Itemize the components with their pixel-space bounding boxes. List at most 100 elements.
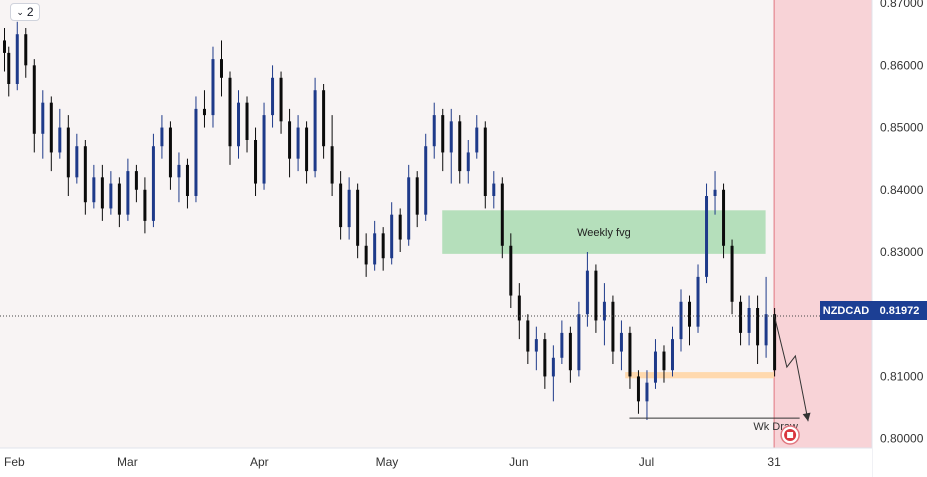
time-tick-label: Mar	[117, 455, 138, 469]
candle-body	[756, 308, 760, 346]
canada-event-icon[interactable]	[780, 425, 800, 445]
candle-body	[279, 77, 283, 122]
time-tick-label: Jul	[639, 455, 654, 469]
candle-body	[466, 152, 470, 172]
time-tick-label: Jun	[509, 455, 528, 469]
candle-body	[449, 121, 453, 153]
candle-body	[194, 108, 198, 196]
time-tick-label: Apr	[250, 455, 269, 469]
candle-body	[288, 121, 292, 159]
candle-body	[628, 332, 632, 377]
price-tick-label: 0.84000	[880, 183, 924, 197]
candle-body	[534, 339, 538, 352]
candle-body	[356, 189, 360, 246]
candle-body	[458, 121, 462, 172]
candle-body	[347, 189, 351, 228]
candle-body	[24, 34, 28, 66]
candle-body	[611, 301, 615, 352]
candle-body	[364, 245, 368, 265]
time-axis-panel[interactable]	[0, 448, 872, 477]
candle-body	[670, 339, 674, 371]
candle-body	[75, 146, 79, 178]
projection-range-background	[774, 0, 872, 448]
candle-body	[109, 183, 113, 209]
candle-body	[219, 59, 223, 78]
candle-body	[653, 351, 657, 383]
candle-body	[577, 314, 581, 371]
time-axis-ticks: Feb Mar Apr May Jun Jul 31	[4, 455, 781, 469]
candle-body	[296, 127, 300, 159]
candle-body	[517, 295, 521, 321]
candle-body	[202, 108, 206, 116]
candle-body	[679, 301, 683, 340]
candle-body	[228, 77, 232, 147]
candle-body	[492, 183, 496, 196]
price-axis-panel[interactable]	[872, 0, 927, 477]
candle-body	[747, 308, 751, 333]
candle-body	[407, 177, 411, 240]
candle-body	[645, 382, 649, 402]
candle-body	[705, 196, 709, 277]
candle-body	[168, 127, 172, 178]
candle-body	[245, 102, 249, 140]
candle-body	[49, 102, 53, 153]
candle-body	[739, 301, 743, 333]
candle-body	[475, 127, 479, 153]
candle-body	[83, 146, 87, 203]
candle-body	[696, 276, 700, 327]
last-price-badge: 0.81972	[872, 301, 927, 320]
candle-body	[662, 351, 666, 371]
time-tick-label: May	[376, 455, 399, 469]
symbol-badge: NZDCAD	[820, 301, 872, 320]
candle-body	[160, 127, 164, 147]
candle-body	[262, 115, 266, 184]
weekly-fvg-label: Weekly fvg	[577, 227, 631, 239]
candle-body	[15, 34, 19, 84]
candle-body	[594, 270, 598, 321]
price-tick-label: 0.87000	[880, 0, 924, 10]
candle-series	[3, 21, 777, 420]
collapse-count: 2	[26, 5, 34, 19]
candle-body	[126, 171, 130, 215]
candle-body	[636, 376, 640, 402]
weekly-fvg-zone[interactable]: Weekly fvg	[442, 210, 766, 254]
candle-body	[543, 339, 547, 377]
price-tick-label: 0.85000	[880, 121, 924, 135]
candle-body	[602, 301, 606, 321]
candle-body	[398, 214, 402, 240]
projection-arrowhead	[802, 412, 811, 422]
time-tick-label: Feb	[4, 455, 25, 469]
candle-body	[7, 52, 11, 84]
candle-body	[483, 127, 487, 196]
price-tick-label: 0.86000	[880, 58, 924, 72]
candle-body	[134, 171, 138, 190]
candle-body	[271, 77, 275, 116]
candle-body	[185, 164, 189, 196]
candle-body	[66, 127, 70, 178]
price-tick-label: 0.81000	[880, 369, 924, 383]
candle-body	[3, 40, 6, 53]
candle-body	[58, 127, 62, 153]
candle-body	[688, 301, 692, 327]
event-flag-center	[787, 432, 794, 438]
candle-body	[177, 164, 181, 178]
candle-body	[713, 189, 717, 196]
candle-body	[560, 332, 564, 358]
candle-body	[254, 140, 258, 184]
candle-body	[773, 314, 777, 371]
candle-body	[92, 177, 96, 203]
candle-body	[551, 357, 555, 377]
candle-body	[509, 245, 513, 296]
projection-path[interactable]	[773, 314, 809, 422]
demand-zone-rect[interactable]	[625, 372, 775, 379]
candle-body	[585, 270, 589, 315]
time-tick-label: 31	[767, 455, 781, 469]
price-tick-label: 0.80000	[880, 432, 924, 446]
candle-body	[424, 146, 428, 215]
candle-body	[441, 115, 445, 153]
collapse-toggle-button[interactable]: ⌄ 2	[10, 3, 40, 21]
weekly-fvg-rect[interactable]	[442, 210, 766, 254]
candle-body	[500, 183, 504, 246]
